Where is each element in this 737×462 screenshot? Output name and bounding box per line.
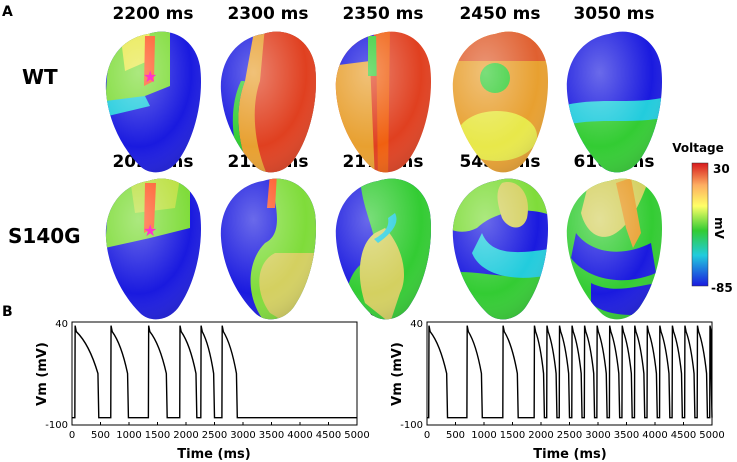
colorbar-max-label: 30 — [713, 162, 730, 176]
xtick-label: 3500 — [259, 430, 284, 441]
chart-b: 0 500 1000 1500 2000 2500 3000 3500 4000 4500 5000… — [35, 319, 370, 462]
heart-s140g-2170 — [335, 178, 432, 320]
xtick-label: 1000 — [471, 430, 496, 441]
chart-c-ylabel: Vm (mV) — [390, 342, 405, 406]
chart-b-ylabel: Vm (mV) — [35, 342, 50, 406]
time-label-wt-5: 3050 ms — [573, 4, 654, 24]
time-label-wt-2: 2300 ms — [227, 4, 308, 24]
xtick-label: 5000 — [699, 430, 724, 441]
xtick-label: 3000 — [230, 430, 255, 441]
xtick-label: 500 — [91, 430, 110, 441]
colorbar-min-label: -85 — [711, 281, 733, 295]
chart-b-ytick-bottom: -100 — [45, 420, 68, 431]
heart-s140g-6100 — [566, 178, 663, 320]
xtick-label: 4500 — [671, 430, 696, 441]
xtick-label: 3500 — [614, 430, 639, 441]
time-label-wt-1: 2200 ms — [112, 4, 193, 24]
stimulus-star-icon: ★ — [143, 221, 157, 240]
xtick-label: 4500 — [316, 430, 341, 441]
chart-c-series-trace — [427, 325, 713, 419]
row-label-s140g: S140G — [8, 224, 81, 248]
xtick-label: 4000 — [642, 430, 667, 441]
colorbar-unit: mV — [712, 217, 726, 240]
chart-c-ytick-bottom: -100 — [400, 420, 423, 431]
chart-b-xticks — [71, 422, 358, 425]
panel-label-b: B — [2, 304, 13, 320]
colorbar — [691, 162, 709, 287]
chart-b-ytick-top: 40 — [55, 319, 68, 330]
xtick-label: 3000 — [585, 430, 610, 441]
xtick-label: 4000 — [287, 430, 312, 441]
xtick-label: 5000 — [344, 430, 369, 441]
chart-b-xlabel: Time (ms) — [177, 447, 250, 462]
heart-s140g-2120 — [220, 178, 317, 320]
xtick-label: 2500 — [557, 430, 582, 441]
xtick-label: 2000 — [173, 430, 198, 441]
colorbar-title: Voltage — [672, 141, 724, 155]
xtick-label: 1000 — [116, 430, 141, 441]
xtick-label: 500 — [446, 430, 465, 441]
xtick-label: 0 — [69, 430, 75, 441]
chart-c-xticks — [426, 422, 713, 425]
time-label-wt-3: 2350 ms — [342, 4, 423, 24]
heart-s140g-2020: ★ — [105, 178, 202, 320]
xtick-label: 2000 — [528, 430, 553, 441]
stimulus-star-icon: ★ — [143, 67, 157, 86]
xtick-label: 2500 — [202, 430, 227, 441]
xtick-label: 0 — [424, 430, 430, 441]
row-label-wt: WT — [22, 65, 58, 89]
chart-b-series-trace — [72, 325, 357, 419]
heart-s140g-5450 — [452, 178, 549, 320]
chart-b-xtick-labels: 0 500 1000 1500 2000 2500 3000 3500 4000 4500 5000 — [69, 430, 370, 441]
chart-c-xlabel: Time (ms) — [533, 447, 606, 462]
chart-c: 0 500 1000 1500 2000 2500 3000 3500 4000 4500 5000… — [390, 319, 725, 462]
xtick-label: 1500 — [500, 430, 525, 441]
time-label-wt-4: 2450 ms — [459, 4, 540, 24]
chart-c-xtick-labels: 0 500 1000 1500 2000 2500 3000 3500 4000 4500 5000 — [424, 430, 725, 441]
chart-c-ytick-top: 40 — [410, 319, 423, 330]
xtick-label: 1500 — [145, 430, 170, 441]
panel-label-a: A — [2, 4, 13, 20]
